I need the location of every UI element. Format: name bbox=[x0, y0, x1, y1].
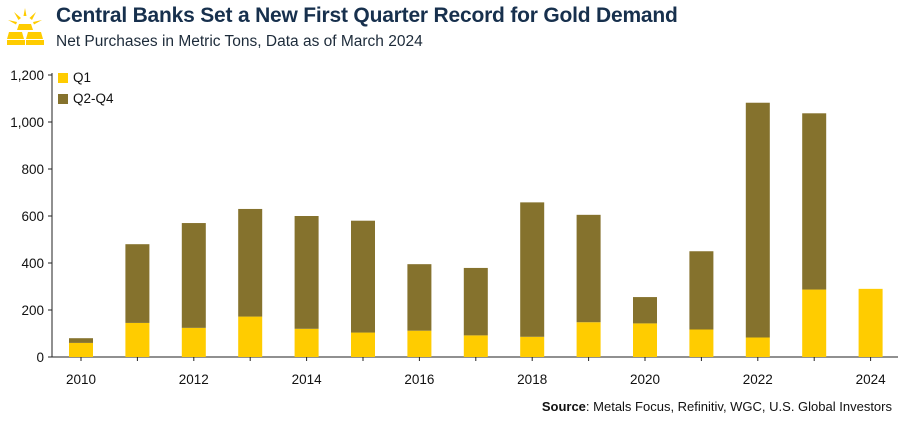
bar-q1-2017 bbox=[463, 335, 488, 357]
bar-q2-q4-2020 bbox=[633, 297, 657, 324]
bar-q1-2019 bbox=[576, 322, 601, 357]
y-tick-label: 400 bbox=[21, 256, 44, 271]
bar-q2-q4-2018 bbox=[520, 202, 545, 337]
y-tick-label: 800 bbox=[21, 162, 44, 177]
bar-q1-2023 bbox=[802, 289, 827, 357]
source-label: Source bbox=[541, 399, 586, 414]
bar-q2-q4-2014 bbox=[294, 216, 319, 329]
source-note: Source: Metals Focus, Refinitiv, WGC, U.… bbox=[542, 399, 892, 414]
bar-q1-2021 bbox=[689, 329, 714, 357]
legend-label-q1: Q1 bbox=[73, 70, 91, 85]
bar-q2-q4-2023 bbox=[802, 113, 827, 290]
y-tick-label: 600 bbox=[21, 209, 44, 224]
bar-q1-2011 bbox=[125, 322, 150, 357]
x-tick-label: 2010 bbox=[66, 372, 96, 387]
x-tick-label: 2018 bbox=[517, 372, 547, 387]
legend-label-q2-q4: Q2-Q4 bbox=[73, 91, 114, 106]
bar-q1-2020 bbox=[633, 323, 657, 357]
bar-q1-2012 bbox=[181, 327, 206, 357]
x-tick-label: 2020 bbox=[630, 372, 660, 387]
bar-q2-q4-2011 bbox=[125, 244, 150, 323]
gold-bars-icon bbox=[7, 8, 44, 45]
bar-q1-2014 bbox=[294, 328, 319, 357]
bar-q1-2015 bbox=[351, 332, 375, 357]
bar-q2-q4-2013 bbox=[238, 208, 263, 317]
bar-q2-q4-2022 bbox=[745, 102, 770, 338]
y-tick-label: 1,000 bbox=[10, 115, 44, 130]
legend: Q1 Q2-Q4 bbox=[58, 70, 114, 106]
x-tick-label: 2016 bbox=[404, 372, 434, 387]
source-text: : Metals Focus, Refinitiv, WGC, U.S. Glo… bbox=[585, 399, 892, 414]
bar-q1-2013 bbox=[238, 316, 263, 357]
bar-q2-q4-2016 bbox=[407, 264, 432, 331]
y-axis: 0 200 400 600 800 1,000 1,200 bbox=[10, 68, 53, 365]
bars bbox=[69, 102, 883, 357]
chart-title: Central Banks Set a New First Quarter Re… bbox=[56, 4, 678, 27]
x-tick-label: 2022 bbox=[743, 372, 773, 387]
y-tick-label: 200 bbox=[21, 303, 44, 318]
bar-q1-2016 bbox=[407, 330, 432, 357]
legend-swatch-q2-q4 bbox=[58, 94, 68, 104]
legend-swatch-q1 bbox=[58, 73, 68, 83]
bar-q2-q4-2015 bbox=[351, 220, 375, 333]
bar-q2-q4-2010 bbox=[69, 338, 93, 343]
x-tick-label: 2012 bbox=[179, 372, 209, 387]
bar-q1-2022 bbox=[745, 337, 770, 357]
bar-q2-q4-2021 bbox=[689, 251, 714, 330]
y-tick-label: 0 bbox=[36, 350, 44, 365]
bar-q1-2018 bbox=[520, 336, 545, 357]
bar-q1-2010 bbox=[69, 342, 93, 357]
x-tick-label: 2014 bbox=[292, 372, 323, 387]
bar-q2-q4-2019 bbox=[576, 214, 601, 323]
bar-q2-q4-2017 bbox=[463, 267, 488, 336]
bar-q1-2024 bbox=[858, 288, 883, 357]
chart-subtitle: Net Purchases in Metric Tons, Data as of… bbox=[56, 33, 423, 50]
x-axis: 2010 2012 2014 2016 2018 2020 2022 2024 bbox=[52, 356, 898, 387]
bar-q2-q4-2012 bbox=[181, 223, 206, 328]
x-tick-label: 2024 bbox=[856, 372, 887, 387]
y-tick-label: 1,200 bbox=[10, 68, 44, 83]
